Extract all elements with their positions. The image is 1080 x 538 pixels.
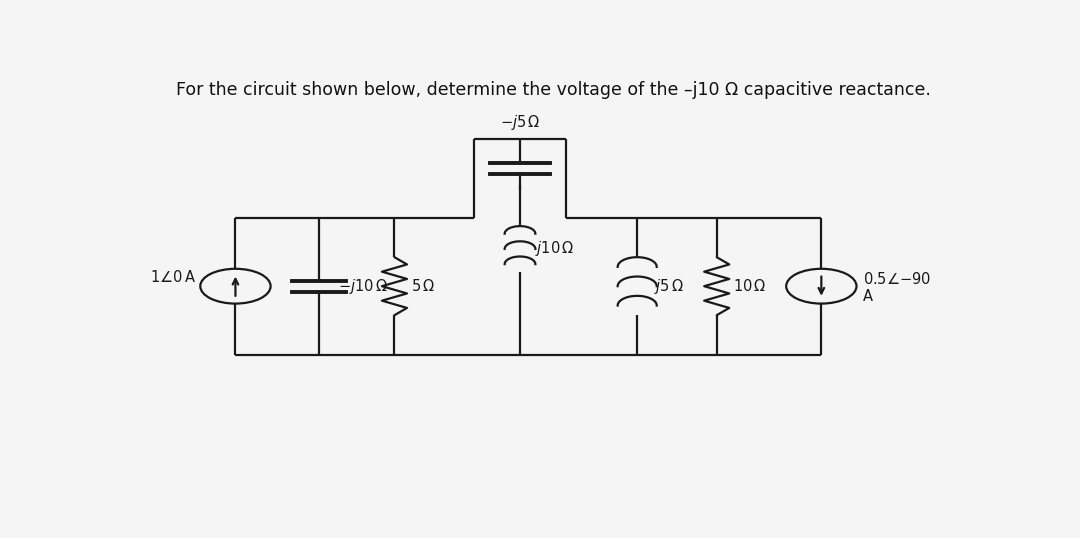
Text: $10\,\Omega$: $10\,\Omega$ [733, 278, 767, 294]
Text: $-j10\,\Omega$: $-j10\,\Omega$ [338, 277, 388, 296]
Text: $0.5\angle{-90}$: $0.5\angle{-90}$ [863, 271, 931, 287]
Text: $j10\,\Omega$: $j10\,\Omega$ [535, 239, 575, 258]
Text: A: A [863, 289, 874, 304]
Text: $-j5\,\Omega$: $-j5\,\Omega$ [500, 112, 540, 132]
Text: $1\angle 0\,\mathrm{A}$: $1\angle 0\,\mathrm{A}$ [150, 269, 197, 285]
Text: $5\,\Omega$: $5\,\Omega$ [411, 278, 435, 294]
Text: $j5\,\Omega$: $j5\,\Omega$ [653, 277, 684, 296]
Text: For the circuit shown below, determine the voltage of the –j10 Ω capacitive reac: For the circuit shown below, determine t… [176, 81, 931, 99]
